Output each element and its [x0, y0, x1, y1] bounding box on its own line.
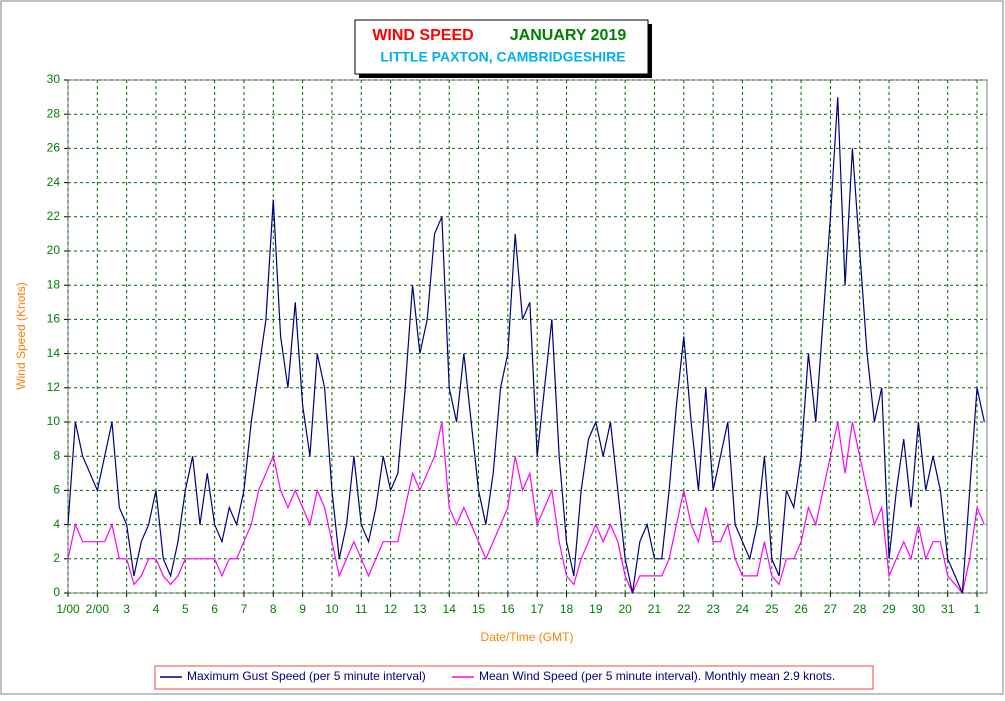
y-tick-label: 18	[47, 277, 61, 291]
x-tick-label: 1/00	[56, 602, 80, 616]
x-tick-label: 11	[355, 602, 368, 616]
y-tick-label: 22	[47, 209, 61, 223]
x-tick-label: 30	[912, 602, 926, 616]
x-tick-label: 9	[299, 602, 306, 616]
x-tick-label: 31	[941, 602, 955, 616]
x-tick-label: 6	[211, 602, 218, 616]
x-tick-label: 23	[706, 602, 720, 616]
x-tick-label: 19	[589, 602, 603, 616]
x-tick-label: 29	[882, 602, 896, 616]
legend-label: Maximum Gust Speed (per 5 minute interva…	[187, 669, 426, 683]
y-tick-label: 10	[47, 414, 61, 428]
y-tick-label: 28	[47, 106, 61, 120]
y-tick-label: 20	[47, 243, 61, 257]
x-tick-label: 16	[501, 602, 515, 616]
x-tick-label: 27	[824, 602, 838, 616]
x-tick-label: 10	[325, 602, 339, 616]
x-tick-label: 2/00	[86, 602, 110, 616]
y-tick-label: 26	[47, 141, 61, 155]
y-tick-label: 8	[53, 448, 60, 462]
x-tick-label: 4	[153, 602, 160, 616]
y-tick-label: 16	[47, 312, 61, 326]
x-tick-label: 12	[384, 602, 398, 616]
x-tick-label: 8	[270, 602, 277, 616]
y-tick-label: 14	[47, 346, 61, 360]
x-tick-label: 24	[736, 602, 750, 616]
y-tick-label: 4	[53, 517, 60, 531]
x-tick-label: 25	[765, 602, 779, 616]
x-tick-label: 28	[853, 602, 867, 616]
y-tick-label: 0	[53, 585, 60, 599]
x-tick-label: 3	[123, 602, 130, 616]
legend-label: Mean Wind Speed (per 5 minute interval).…	[479, 669, 835, 683]
x-tick-label: 13	[413, 602, 427, 616]
x-tick-label: 17	[530, 602, 544, 616]
x-tick-label: 18	[560, 602, 574, 616]
title-box	[354, 19, 649, 75]
chart-subtitle: LITTLE PAXTON, CAMBRIDGESHIRE	[380, 49, 625, 65]
x-tick-label: 15	[472, 602, 486, 616]
x-tick-label: 26	[794, 602, 808, 616]
x-tick-label: 20	[618, 602, 632, 616]
y-tick-label: 30	[47, 72, 61, 86]
y-axis-label: Wind Speed (Knots)	[14, 282, 28, 389]
x-tick-label: 7	[241, 602, 248, 616]
x-tick-label: 21	[648, 602, 662, 616]
x-tick-label: 22	[677, 602, 691, 616]
x-tick-label: 1	[974, 602, 981, 616]
chart-title-month: JANUARY 2019	[510, 27, 627, 44]
x-axis-label: Date/Time (GMT)	[481, 630, 574, 644]
series-line	[67, 421, 985, 595]
x-tick-label: 14	[443, 602, 457, 616]
plot-area	[67, 79, 988, 594]
y-tick-label: 24	[47, 175, 61, 189]
y-tick-label: 6	[53, 483, 60, 497]
legend-box	[154, 665, 874, 690]
y-tick-label: 2	[53, 551, 60, 565]
y-tick-label: 12	[47, 380, 61, 394]
series-line	[67, 97, 985, 594]
x-tick-label: 5	[182, 602, 189, 616]
chart-title: WIND SPEED	[372, 27, 473, 44]
